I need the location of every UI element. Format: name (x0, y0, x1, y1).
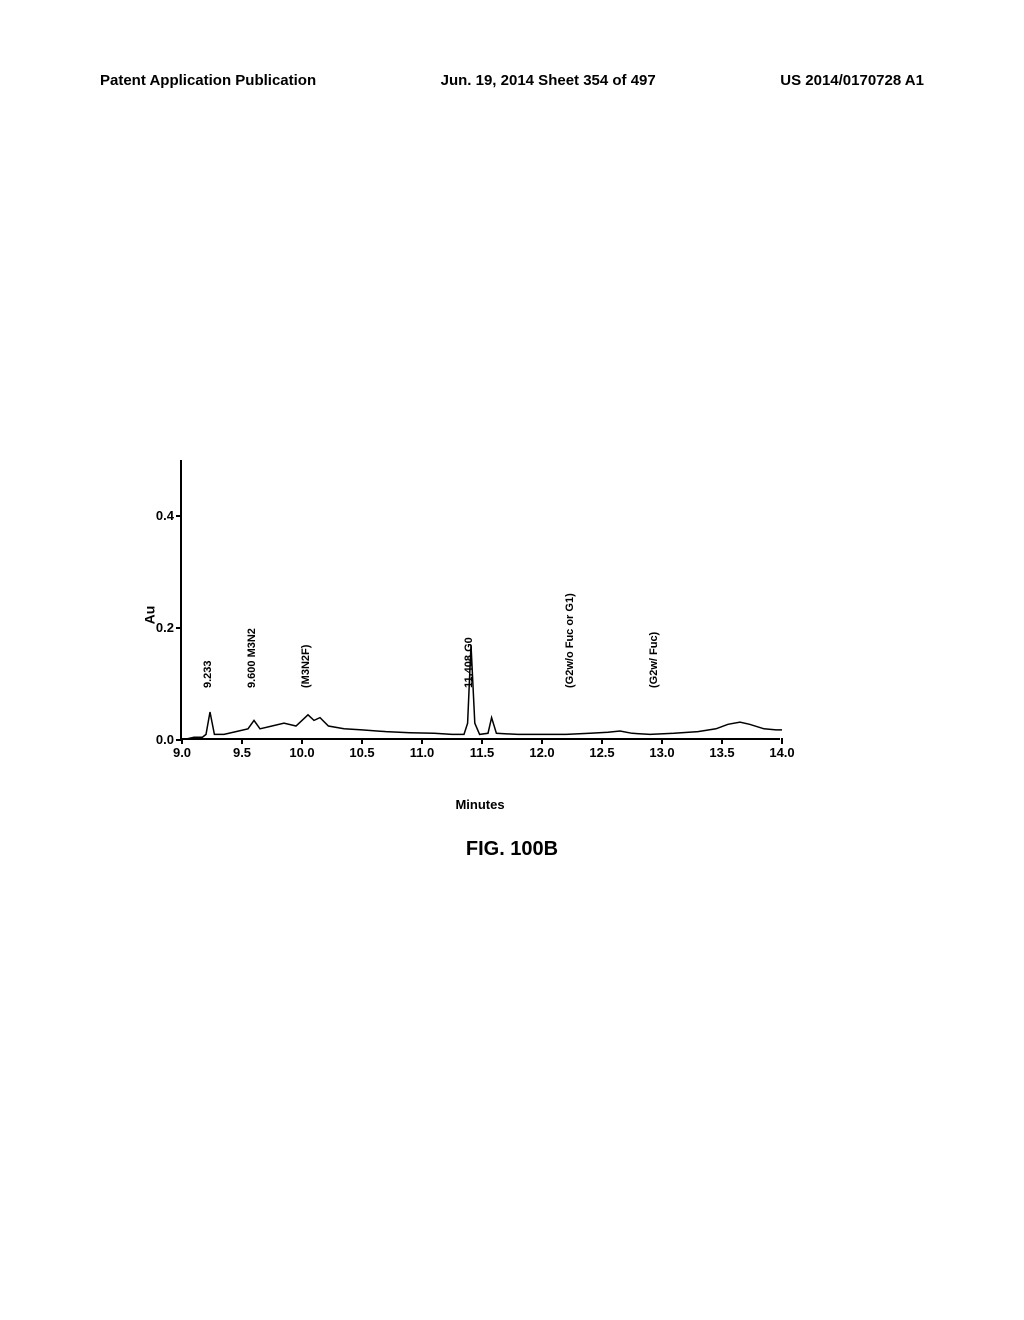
x-tick-label: 9.5 (233, 745, 251, 760)
header-right: US 2014/0170728 A1 (780, 72, 924, 89)
x-tick-mark (301, 738, 303, 744)
chromatogram-trace (182, 460, 782, 740)
chromatogram-chart: 9.233 9.600 M3N2 (M3N2F) 11.408 G0 (G2w/o Fu… (180, 460, 780, 770)
x-axis-title: Minutes (455, 797, 504, 812)
peak-label: 9.233 (202, 660, 214, 688)
peak-label: (G2w/o Fuc or G1) (564, 593, 576, 688)
peak-label: 11.408 G0 (463, 637, 475, 688)
y-tick-label: 0.0 (142, 732, 174, 747)
x-tick-mark (421, 738, 423, 744)
header-center: Jun. 19, 2014 Sheet 354 of 497 (441, 72, 656, 89)
y-tick-label: 0.4 (142, 508, 174, 523)
x-tick-mark (241, 738, 243, 744)
y-axis-title: Au (141, 606, 157, 625)
y-tick-mark (176, 627, 182, 629)
x-tick-label: 12.0 (529, 745, 554, 760)
x-tick-label: 10.5 (349, 745, 374, 760)
x-tick-mark (781, 738, 783, 744)
figure-caption: FIG. 100B (466, 838, 558, 861)
x-tick-mark (481, 738, 483, 744)
x-tick-mark (541, 738, 543, 744)
peak-label: (G2w/ Fuc) (648, 632, 660, 688)
x-tick-label: 13.0 (649, 745, 674, 760)
x-tick-label: 11.0 (410, 745, 435, 760)
x-tick-mark (361, 738, 363, 744)
x-tick-label: 12.5 (589, 745, 614, 760)
plot-area: 9.233 9.600 M3N2 (M3N2F) 11.408 G0 (G2w/o Fu… (180, 460, 780, 740)
x-tick-mark (661, 738, 663, 744)
peak-label: (M3N2F) (300, 645, 312, 688)
x-tick-label: 10.0 (289, 745, 314, 760)
x-tick-label: 11.5 (470, 745, 495, 760)
peak-label: 9.600 M3N2 (246, 628, 258, 688)
header-left: Patent Application Publication (100, 72, 316, 89)
patent-header: Patent Application Publication Jun. 19, … (0, 72, 1024, 89)
x-tick-label: 13.5 (709, 745, 734, 760)
y-tick-mark (176, 515, 182, 517)
x-tick-mark (721, 738, 723, 744)
x-tick-label: 9.0 (173, 745, 191, 760)
x-tick-label: 14.0 (769, 745, 794, 760)
x-tick-mark (601, 738, 603, 744)
x-tick-mark (181, 738, 183, 744)
